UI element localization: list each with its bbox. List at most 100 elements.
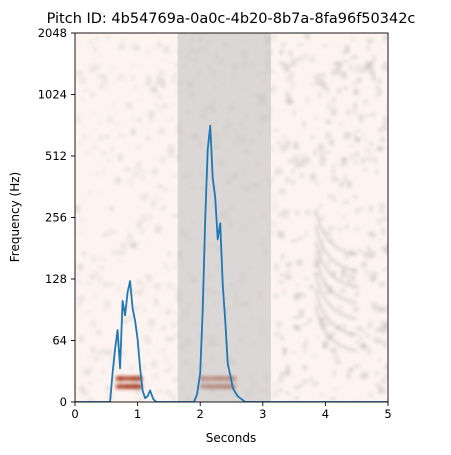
y-tick-label: 2048	[38, 26, 67, 40]
spectrogram-cell	[92, 57, 97, 62]
spectrogram-cell	[302, 364, 307, 371]
spectrogram-cell	[311, 354, 317, 357]
spectrogram-cell	[79, 140, 83, 146]
spectrogram-cell	[279, 49, 284, 55]
spectrogram-cell	[164, 355, 169, 364]
spectrogram-cell	[133, 44, 140, 51]
spectrogram-cell	[97, 192, 104, 196]
spectrogram-cell	[302, 121, 306, 128]
spectrogram-cell	[354, 364, 360, 368]
spectrogram-energy	[125, 384, 131, 389]
spectrogram-cell	[288, 50, 293, 57]
spectrogram-cell	[368, 321, 374, 325]
spectrogram-cell	[344, 253, 349, 260]
spectrogram-cell	[75, 280, 83, 284]
spectrogram-cell	[80, 77, 86, 84]
spectrogram-cell	[129, 314, 135, 323]
spectrogram-cell	[109, 205, 113, 211]
spectrogram-cell	[96, 329, 102, 336]
spectrogram-cell	[167, 150, 174, 159]
spectrogram-cell	[346, 180, 352, 189]
spectrogram-cell	[171, 394, 176, 402]
spectrogram-cell	[304, 232, 309, 237]
spectrogram-band	[314, 272, 357, 321]
spectrogram-cell	[148, 110, 155, 118]
spectrogram-cell	[380, 136, 385, 143]
spectrogram-cell	[376, 325, 383, 331]
spectrogram-cell	[357, 249, 363, 253]
spectrogram-cell	[362, 329, 366, 334]
spectrogram-cell	[367, 245, 371, 252]
spectrogram-cell	[285, 176, 290, 183]
spectrogram-cell	[272, 198, 278, 205]
spectrogram-cell	[346, 372, 351, 380]
spectrogram-cell	[89, 365, 95, 373]
spectrogram-cell	[350, 37, 356, 40]
spectrogram-cell	[339, 291, 346, 294]
spectrogram-cell	[340, 288, 347, 293]
spectrogram-cell	[99, 82, 104, 90]
y-axis-label: Frequency (Hz)	[8, 172, 22, 263]
x-tick-label: 4	[322, 407, 329, 421]
spectrogram-cell	[146, 48, 150, 57]
spectrogram-cell	[160, 86, 166, 89]
spectrogram-cell	[295, 283, 299, 287]
spectrogram-cell	[115, 250, 120, 257]
spectrogram-cell	[382, 62, 388, 66]
spectrogram-cell	[130, 76, 136, 81]
spectrogram-cell	[156, 39, 161, 44]
spectrogram-cell	[173, 265, 177, 270]
spectrogram-cell	[304, 276, 308, 280]
spectrogram-cell	[75, 205, 80, 213]
spectrogram-cell	[384, 373, 388, 377]
spectrogram-cell	[174, 286, 178, 289]
spectrogram-cell	[121, 351, 127, 356]
spectrogram-energy	[131, 384, 137, 389]
spectrogram-cell	[293, 142, 299, 150]
spectrogram-cell	[299, 160, 306, 166]
spectrogram-cell	[132, 305, 139, 311]
spectrogram-cell	[353, 88, 358, 95]
spectrogram-cell	[268, 175, 275, 182]
spectrogram-cell	[174, 312, 178, 317]
spectrogram-cell	[309, 135, 316, 140]
spectrogram-cell	[270, 48, 274, 54]
spectrogram-cell	[318, 78, 325, 87]
spectrogram-cell	[163, 263, 168, 267]
spectrogram-cell	[138, 289, 143, 298]
spectrogram-cell	[156, 66, 161, 71]
spectrogram-cell	[344, 85, 348, 91]
spectrogram-cell	[294, 160, 301, 168]
spectrogram-cell	[103, 308, 110, 312]
spectrogram-cell	[272, 129, 279, 132]
spectrogram-cell	[118, 134, 125, 137]
spectrogram-cell	[285, 391, 291, 396]
spectrogram-cell	[136, 144, 141, 149]
spectrogram-cell	[167, 144, 175, 153]
spectrogram-cell	[333, 354, 339, 360]
spectrogram-cell	[83, 390, 90, 396]
y-tick-label: 0	[60, 395, 67, 409]
spectrogram-cell	[331, 164, 337, 168]
spectrogram-cell	[83, 368, 90, 376]
spectrogram-cell	[80, 386, 85, 393]
spectrogram-cell	[358, 207, 366, 210]
spectrogram-cell	[113, 123, 120, 126]
spectrogram-cell	[76, 231, 83, 235]
spectrogram-cell	[146, 275, 153, 282]
spectrogram-energy	[128, 376, 134, 381]
spectrogram-cell	[88, 190, 92, 196]
spectrogram-cell	[105, 135, 110, 138]
spectrogram-cell	[310, 173, 317, 181]
spectrogram-cell	[337, 227, 343, 232]
spectrogram-cell	[172, 174, 178, 177]
spectrogram-cell	[80, 218, 87, 222]
spectrogram-cell	[339, 122, 343, 126]
spectrogram-cell	[304, 209, 310, 215]
spectrogram-cell	[331, 169, 336, 174]
spectrogram-cell	[315, 80, 319, 86]
spectrogram-cell	[339, 181, 344, 188]
spectrogram-cell	[128, 176, 133, 183]
y-tick-label: 1024	[38, 88, 67, 102]
